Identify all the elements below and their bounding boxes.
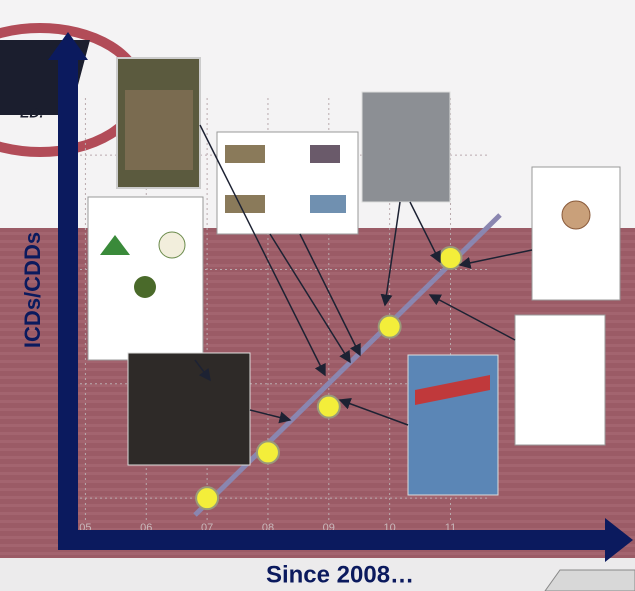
data-point	[255, 440, 280, 465]
arrows	[194, 124, 533, 426]
thumbnail-photo	[310, 145, 340, 163]
corner-logo	[544, 569, 635, 591]
thumbnail	[531, 166, 621, 301]
thumbnail-logo	[158, 231, 186, 259]
thumbnail	[514, 314, 606, 446]
data-point	[195, 486, 220, 511]
thumbnail-logo	[561, 200, 591, 230]
thumbnail	[361, 91, 451, 203]
thumbnail	[127, 352, 251, 466]
thumbnail	[407, 354, 499, 496]
thumbnail-logo	[100, 235, 130, 255]
data-point	[438, 246, 463, 271]
x-axis	[58, 518, 633, 562]
y-axis-title: ICDs/CDDs	[20, 232, 45, 348]
thumbnail-banner	[415, 375, 490, 405]
thumbnail-photo	[225, 195, 265, 213]
y-axis	[48, 32, 88, 548]
data-point	[377, 314, 402, 339]
x-tick-label: 11	[445, 522, 456, 534]
x-axis-title: Since 2008…	[266, 561, 414, 588]
footer-band	[0, 558, 635, 591]
thumbnail-photo	[125, 90, 193, 170]
thumbnail-photo	[225, 145, 265, 163]
logo-text: ED.	[20, 105, 43, 121]
thumbnail-logo	[134, 276, 156, 298]
thumbnail-photo	[310, 195, 346, 213]
data-point	[316, 394, 341, 419]
